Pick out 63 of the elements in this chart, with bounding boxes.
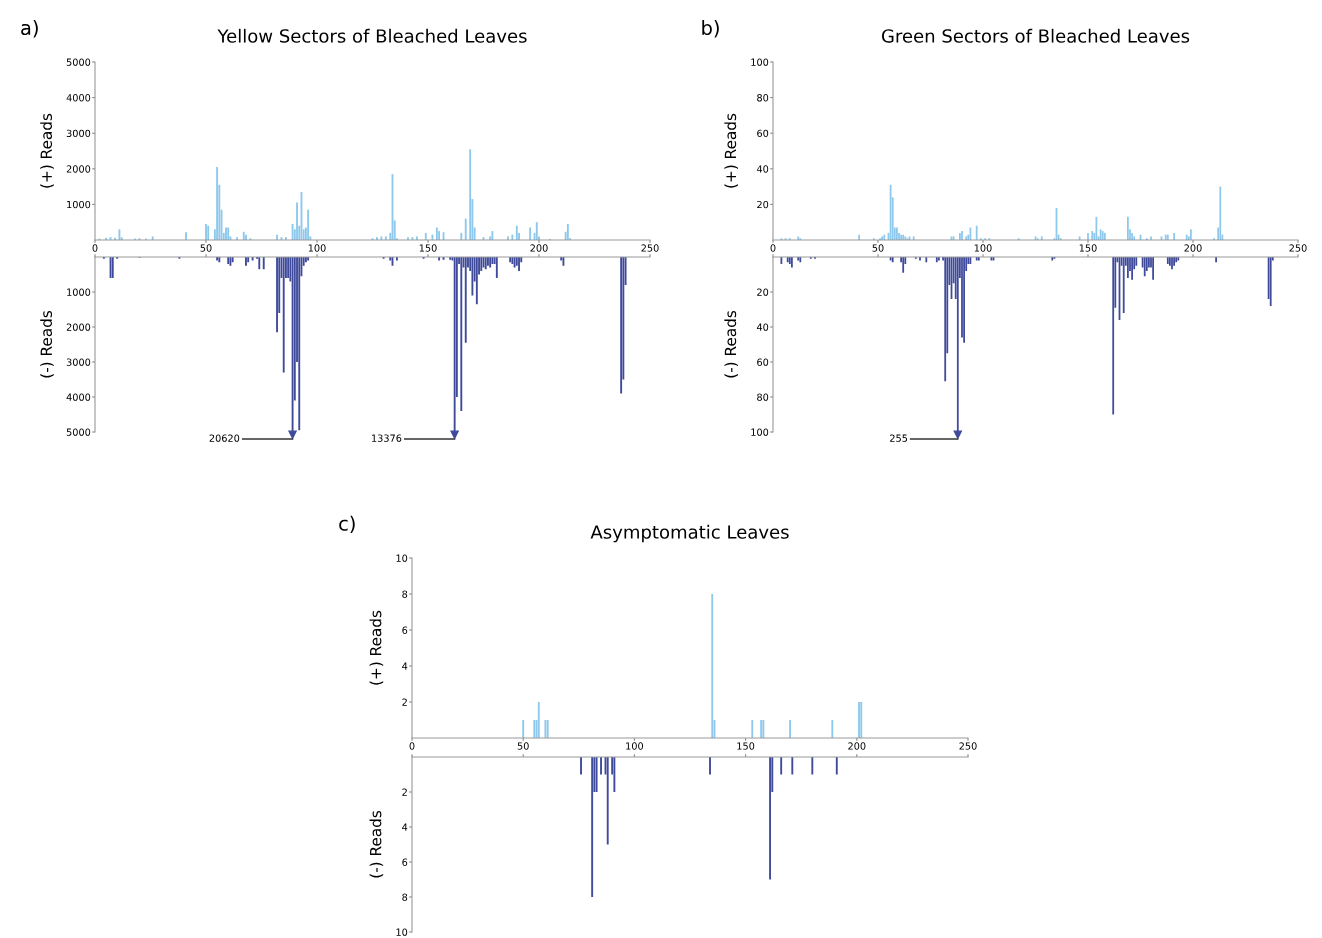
y-axis-title: (-) Reads	[40, 310, 54, 378]
y-tick-label: 4000	[66, 393, 91, 401]
y-tick-label: 20	[757, 288, 769, 296]
y-tick-label: 40	[756, 165, 769, 173]
y-tick-label: 100	[751, 58, 769, 66]
y-tick-label: 60	[757, 358, 769, 366]
y-axis-title: (-) Reads	[369, 810, 384, 878]
y-tick-label: 3000	[66, 358, 91, 366]
y-tick-label: 20	[757, 200, 769, 209]
x-tick-label: 200	[848, 742, 866, 750]
y-axis-title: (+) Reads	[369, 610, 384, 685]
y-tick-label: 4	[402, 823, 408, 831]
x-tick-label: 250	[1289, 244, 1307, 252]
x-tick-label: 200	[1184, 244, 1202, 252]
x-tick-label: 100	[974, 244, 992, 252]
chart-title: Green Sectors of Bleached Leaves	[881, 28, 1190, 43]
y-tick-label: 80	[757, 94, 769, 102]
x-tick-label: 0	[92, 244, 98, 252]
y-tick-label: 2000	[66, 323, 91, 331]
y-tick-label: 60	[757, 129, 769, 138]
y-tick-label: 40	[756, 323, 769, 331]
y-tick-label: 1000	[67, 288, 91, 296]
y-axis-title: (+) Reads	[724, 113, 738, 188]
x-tick-label: 0	[770, 244, 776, 252]
text: 13376	[372, 434, 402, 442]
y-tick-label: 1000	[67, 200, 91, 209]
text: 20620	[209, 434, 240, 442]
y-axis-title: (+) Reads	[40, 113, 54, 188]
text: c)	[339, 515, 355, 534]
y-tick-label: 100	[751, 428, 769, 436]
y-tick-label: 6	[402, 626, 408, 634]
chart-title: Asymptomatic Leaves	[590, 524, 789, 543]
y-tick-label: 5000	[66, 428, 91, 436]
x-tick-label: 200	[530, 244, 548, 252]
x-tick-label: 150	[737, 742, 755, 750]
x-tick-label: 50	[872, 244, 884, 252]
x-tick-label: 100	[626, 742, 644, 750]
y-tick-label: 8	[402, 590, 408, 598]
x-tick-label: 100	[308, 244, 326, 252]
x-tick-label: 50	[200, 244, 212, 252]
y-tick-label: 10	[396, 928, 408, 936]
x-tick-label: 150	[419, 244, 437, 252]
y-tick-label: 6	[402, 858, 408, 866]
x-tick-label: 50	[517, 742, 529, 750]
chart-title: Yellow Sectors of Bleached Leaves	[217, 28, 527, 43]
y-tick-label: 10	[396, 554, 408, 562]
x-tick-label: 0	[409, 742, 415, 750]
y-tick-label: 8	[402, 893, 408, 901]
y-tick-label: 2000	[66, 165, 91, 173]
text: b)	[702, 20, 719, 38]
y-tick-label: 2	[402, 788, 407, 796]
y-tick-label: 4	[402, 662, 408, 670]
y-tick-label: 2	[402, 698, 407, 706]
text: 255	[890, 434, 908, 442]
y-tick-label: 5000	[66, 58, 91, 66]
y-tick-label: 4000	[66, 94, 91, 102]
x-tick-label: 250	[641, 244, 659, 252]
y-tick-label: 3000	[66, 129, 91, 138]
x-tick-label: 250	[959, 742, 977, 750]
text: a)	[21, 20, 38, 38]
y-axis-title: (-) Reads	[724, 310, 738, 378]
y-tick-label: 80	[757, 393, 769, 401]
x-tick-label: 150	[1079, 244, 1097, 252]
